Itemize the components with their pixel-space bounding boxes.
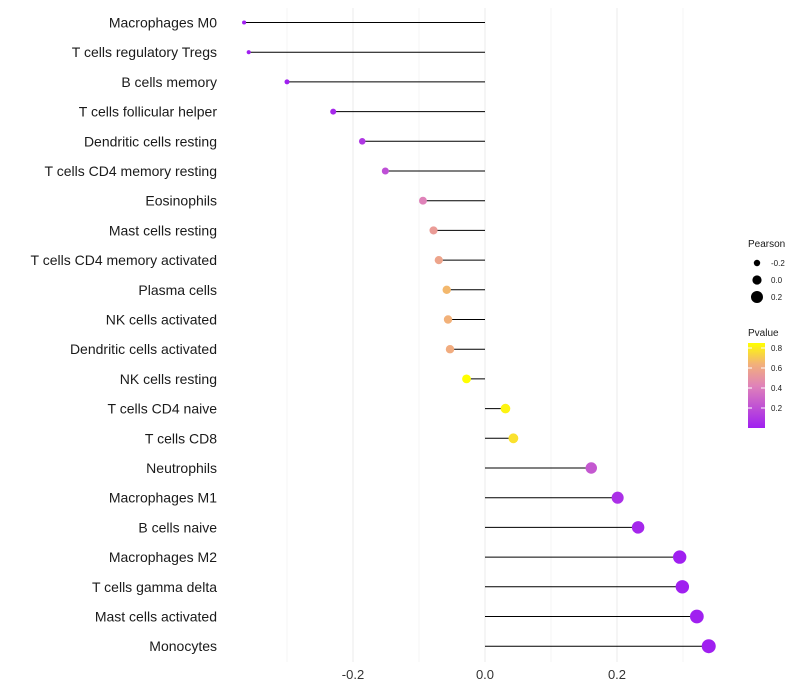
category-label: Neutrophils — [146, 460, 217, 476]
category-label: NK cells resting — [120, 371, 217, 387]
dot — [429, 226, 438, 235]
category-label: T cells CD8 — [145, 430, 217, 446]
category-label: Macrophages M1 — [109, 490, 217, 506]
category-label: Macrophages M2 — [109, 549, 217, 565]
legend-color-label: 0.6 — [771, 364, 783, 373]
legend-size-label: 0.2 — [771, 293, 783, 302]
category-label: Eosinophils — [145, 193, 217, 209]
legend-size-label: -0.2 — [771, 259, 785, 268]
legend: Pearson -0.2 0.0 0.2 Pvalue 0.2 0.4 0.6 0.8 — [748, 239, 785, 428]
category-label: Monocytes — [149, 638, 217, 654]
dot — [611, 491, 624, 504]
category-label: T cells CD4 memory resting — [45, 163, 217, 179]
x-tick-label: 0.2 — [608, 667, 626, 682]
dot — [631, 521, 645, 534]
category-label: B cells naive — [138, 519, 217, 535]
category-label: T cells CD4 memory activated — [31, 252, 217, 268]
dot — [445, 344, 455, 354]
dots — [242, 20, 716, 654]
legend-size-key — [753, 259, 761, 267]
dot — [442, 285, 451, 294]
dot — [585, 462, 597, 474]
dot — [675, 580, 690, 594]
dot — [443, 315, 453, 324]
category-label: Mast cells resting — [109, 222, 217, 238]
x-tick-label: 0.0 — [476, 667, 494, 682]
dot — [381, 167, 389, 175]
dot — [434, 255, 443, 265]
legend-color-label: 0.2 — [771, 404, 783, 413]
stems — [244, 22, 709, 647]
legend-color-label: 0.4 — [771, 384, 783, 393]
x-tick-labels: -0.2 0.0 0.2 — [342, 667, 626, 682]
dot — [358, 138, 366, 145]
x-tick-label: -0.2 — [342, 667, 364, 682]
legend-size-label: 0.0 — [771, 276, 783, 285]
color-bar — [748, 343, 765, 428]
dot — [508, 433, 519, 444]
category-label: Plasma cells — [138, 282, 217, 298]
color-legend-ticks: 0.2 0.4 0.6 0.8 — [748, 344, 783, 413]
legend-color-title: Pvalue — [748, 328, 779, 339]
dot — [673, 550, 687, 564]
size-legend: -0.2 0.0 0.2 — [750, 259, 785, 304]
category-label: T cells regulatory Tregs — [72, 44, 217, 60]
dot — [419, 196, 427, 205]
dot — [500, 403, 511, 414]
category-label: T cells CD4 naive — [108, 401, 218, 417]
dot — [284, 79, 290, 85]
category-label: Mast cells activated — [95, 609, 217, 625]
category-label: NK cells activated — [106, 312, 217, 328]
category-label: T cells follicular helper — [79, 104, 218, 120]
dot — [246, 50, 251, 55]
legend-size-title: Pearson — [748, 239, 785, 250]
dot — [701, 639, 716, 654]
category-labels: Macrophages M0 T cells regulatory Tregs B … — [31, 15, 218, 655]
dot — [330, 108, 337, 115]
category-label: Dendritic cells resting — [84, 133, 217, 149]
category-label: B cells memory — [121, 74, 217, 90]
legend-size-key — [750, 290, 764, 304]
dot — [462, 374, 471, 384]
dot — [689, 609, 704, 624]
legend-color-label: 0.8 — [771, 344, 783, 353]
dot — [242, 20, 247, 25]
gridlines — [286, 8, 684, 662]
category-label: T cells gamma delta — [92, 579, 217, 595]
category-label: Dendritic cells activated — [70, 341, 217, 357]
legend-size-key — [752, 275, 762, 285]
category-label: Macrophages M0 — [109, 15, 217, 31]
